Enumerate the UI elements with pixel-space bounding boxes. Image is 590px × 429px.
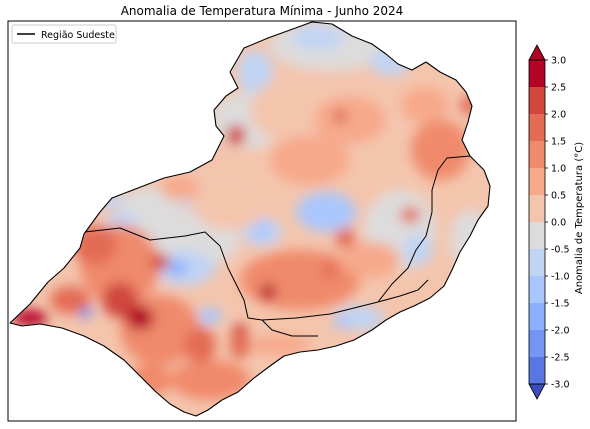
colorbar-tick-label: -0.5 [551, 245, 570, 256]
anomaly-patch [260, 284, 276, 300]
anomaly-patch [410, 120, 470, 180]
colorbar-tick-label: 3.0 [551, 56, 566, 67]
anomaly-patch [334, 110, 346, 122]
colorbar-segment [529, 276, 545, 304]
anomaly-patch [404, 234, 432, 266]
colorbar-tick-label: -3.0 [551, 380, 570, 391]
colorbar-segment [529, 114, 545, 142]
anomaly-patch [168, 260, 188, 276]
colorbar-tick-label: 0.0 [551, 218, 566, 229]
map-title: Anomalia de Temperatura Mínima - Junho 2… [120, 4, 404, 18]
anomaly-patch [126, 306, 154, 330]
anomaly-patch [270, 135, 350, 185]
anomaly-patch [120, 187, 180, 223]
colorbar: 3.0 2.5 2.0 1.5 1.0 0.5 0.0 -0.5 -1.0 -1.5 -2.0 -2.… [528, 44, 570, 400]
anomaly-patch [292, 26, 344, 50]
anomaly-patch [102, 282, 138, 318]
anomaly-patch [296, 192, 356, 232]
colorbar-extend-over [528, 44, 546, 61]
anomaly-patch [50, 286, 90, 314]
colorbar-extend-under [528, 383, 546, 400]
colorbar-segment [529, 60, 545, 88]
anomaly-patch [250, 335, 310, 355]
legend: Região Sudeste [11, 24, 117, 44]
anomaly-patch [322, 262, 338, 278]
anomaly-patch [198, 308, 222, 324]
anomaly-patch [190, 170, 270, 230]
anomaly-patch [254, 220, 270, 240]
colorbar-segment [529, 330, 545, 358]
border-sp-mg [84, 227, 263, 321]
anomaly-patch [12, 310, 48, 326]
colorbar-tick-label: 2.5 [551, 83, 566, 94]
anomaly-patch [401, 87, 449, 123]
anomaly-patch [237, 50, 273, 94]
colorbar-segment [529, 168, 545, 196]
colorbar-segment [529, 249, 545, 277]
state-borders [84, 155, 471, 337]
anomaly-patch [335, 228, 355, 248]
border-mg-rj [261, 301, 379, 321]
anomaly-patch [400, 207, 420, 223]
colorbar-tick-label: -1.5 [551, 299, 570, 310]
anomaly-contour-patches [12, 22, 490, 400]
colorbar-segment [529, 303, 545, 331]
legend-box [11, 24, 117, 44]
anomaly-patch [184, 327, 216, 363]
anomaly-patch [226, 125, 246, 145]
colorbar-tick-label: 2.0 [551, 110, 566, 121]
anomaly-patch [230, 331, 250, 359]
anomaly-patch [150, 254, 170, 270]
colorbar-segments [529, 60, 545, 385]
anomaly-patch [160, 176, 200, 200]
anomaly-patch [232, 324, 248, 336]
anomaly-patch [314, 96, 386, 144]
colorbar-segment [529, 357, 545, 385]
colorbar-tick-label: 0.5 [551, 191, 566, 202]
colorbar-label: Anomalia de Temperatura (°C) [574, 141, 585, 295]
border-rj-es [377, 279, 429, 303]
border-mg-es [377, 155, 471, 303]
colorbar-segment [529, 222, 545, 250]
colorbar-segment [529, 87, 545, 115]
border-sp-rj [261, 319, 318, 337]
anomaly-patch [332, 316, 352, 328]
colorbar-tick-label: 1.0 [551, 164, 566, 175]
colorbar-segment [529, 141, 545, 169]
anomaly-patch [340, 242, 400, 278]
colorbar-ticks: 3.0 2.5 2.0 1.5 1.0 0.5 0.0 -0.5 -1.0 -1.5 -2.0 -2.… [545, 56, 570, 391]
colorbar-tick-label: 1.5 [551, 137, 566, 148]
colorbar-tick-label: -2.5 [551, 353, 570, 364]
colorbar-segment [529, 195, 545, 223]
colorbar-tick-label: -2.0 [551, 326, 570, 337]
legend-label: Região Sudeste [41, 30, 115, 41]
colorbar-tick-label: -1.0 [551, 272, 570, 283]
anomaly-patch [170, 360, 250, 400]
